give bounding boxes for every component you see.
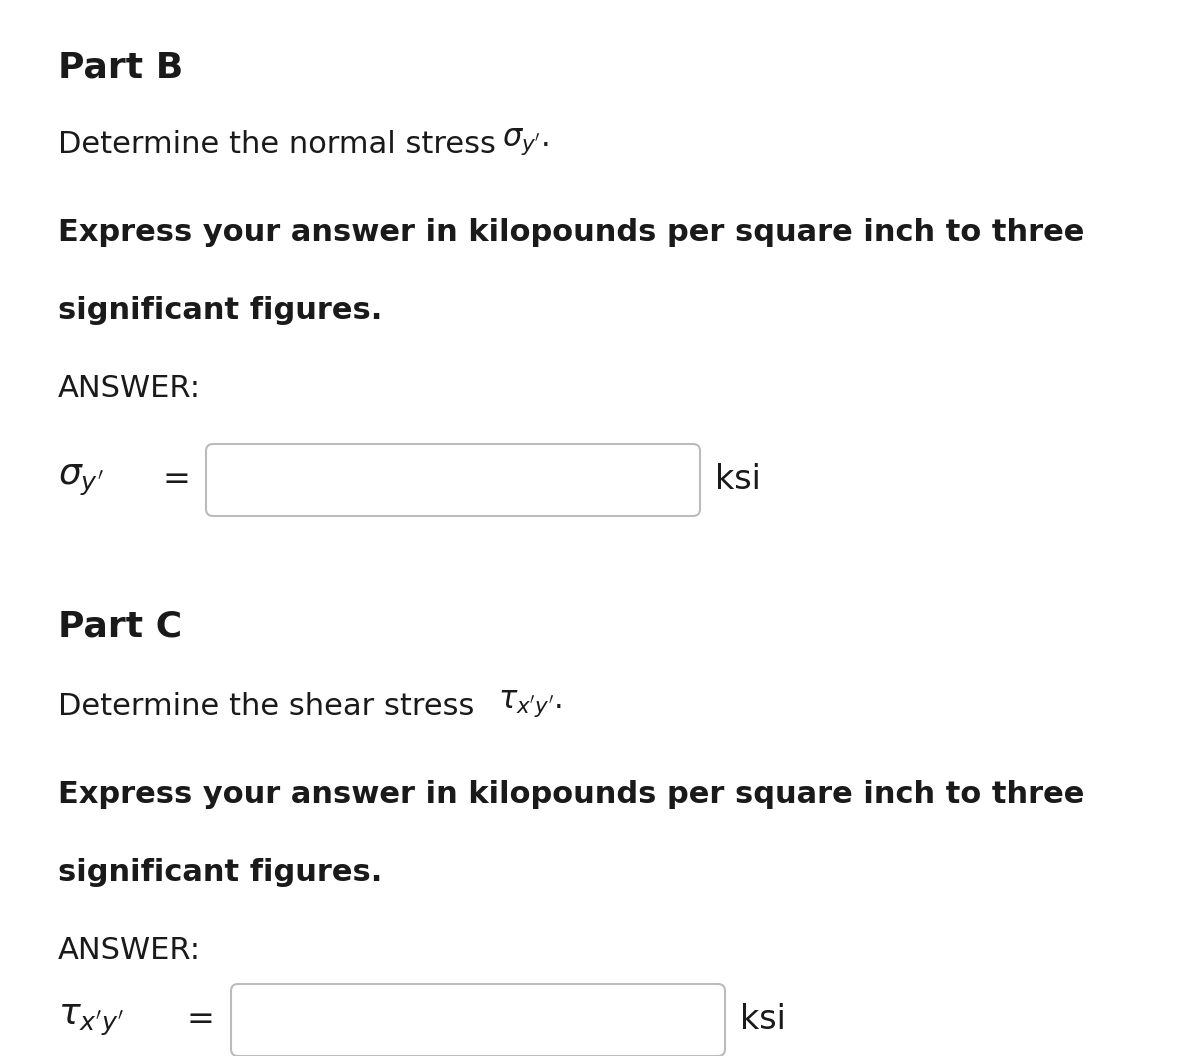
Text: Express your answer in kilopounds per square inch to three: Express your answer in kilopounds per sq…	[58, 780, 1085, 809]
Text: Part B: Part B	[58, 50, 184, 84]
Text: ksi: ksi	[715, 464, 761, 496]
Text: $\tau_{x^{\prime}y^{\prime}}$.: $\tau_{x^{\prime}y^{\prime}}$.	[498, 689, 563, 719]
Text: Part C: Part C	[58, 610, 182, 644]
Text: Determine the normal stress: Determine the normal stress	[58, 130, 505, 159]
FancyBboxPatch shape	[230, 984, 725, 1056]
Text: =: =	[163, 464, 191, 496]
Text: significant figures.: significant figures.	[58, 296, 383, 325]
Text: $\sigma_{y^{\prime}}$.: $\sigma_{y^{\prime}}$.	[502, 126, 548, 157]
Text: Determine the shear stress: Determine the shear stress	[58, 692, 484, 721]
FancyBboxPatch shape	[206, 444, 700, 516]
Text: ANSWER:: ANSWER:	[58, 936, 202, 965]
Text: $\sigma_{y^{\prime}}$: $\sigma_{y^{\prime}}$	[58, 463, 103, 497]
Text: =: =	[186, 1003, 214, 1037]
Text: ANSWER:: ANSWER:	[58, 374, 202, 403]
Text: Express your answer in kilopounds per square inch to three: Express your answer in kilopounds per sq…	[58, 218, 1085, 247]
Text: $\tau_{x^{\prime}y^{\prime}}$: $\tau_{x^{\prime}y^{\prime}}$	[58, 1002, 124, 1038]
Text: ksi: ksi	[740, 1003, 786, 1037]
Text: significant figures.: significant figures.	[58, 857, 383, 887]
